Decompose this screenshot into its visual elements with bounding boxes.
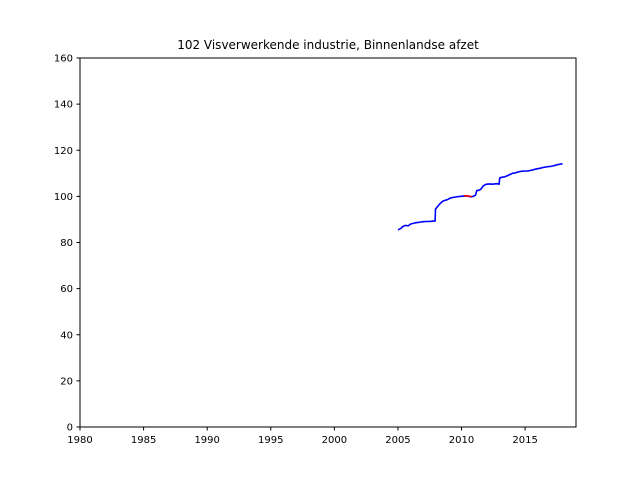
x-tick-label: 1980	[67, 435, 92, 446]
x-tick-label: 1985	[131, 435, 156, 446]
y-tick-label: 80	[60, 238, 73, 249]
series-line-1	[397, 162, 563, 231]
plot-frame	[79, 57, 577, 428]
chart-title: 102 Visverwerkende industrie, Binnenland…	[177, 38, 479, 52]
y-tick-label: 120	[54, 146, 73, 157]
x-tick-label: 1995	[258, 435, 283, 446]
series-layer	[397, 162, 563, 231]
x-tick-label: 1990	[194, 435, 219, 446]
series-line-2	[464, 195, 472, 198]
y-tick-label: 60	[60, 284, 73, 295]
y-axis: 0 20 40 60 80 100 120 140 160	[54, 54, 80, 434]
x-tick-label: 2000	[322, 435, 347, 446]
y-tick-label: 20	[60, 376, 73, 387]
x-tick-label: 2010	[449, 435, 474, 446]
y-tick-label: 100	[54, 192, 73, 203]
x-axis: 1980 1985 1990 1995 2000 2005 2010 2015	[67, 427, 538, 446]
y-tick-label: 140	[54, 100, 73, 111]
x-tick-label: 2015	[512, 435, 537, 446]
y-tick-label: 160	[54, 54, 73, 65]
y-tick-label: 40	[60, 330, 73, 341]
y-tick-label: 0	[67, 423, 73, 434]
x-tick-label: 2005	[385, 435, 410, 446]
